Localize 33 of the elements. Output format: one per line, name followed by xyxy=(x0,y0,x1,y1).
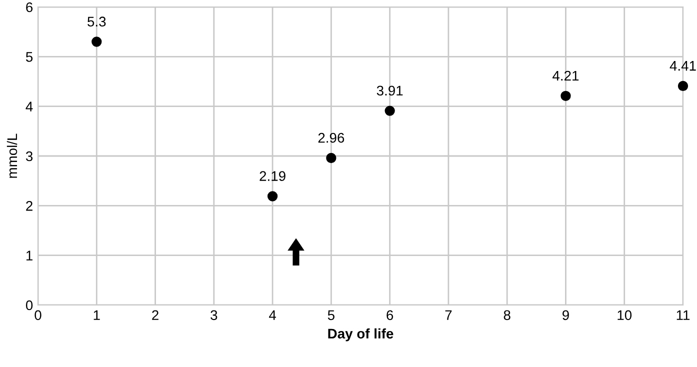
x-tick-label: 8 xyxy=(504,310,510,320)
x-tick-label: 6 xyxy=(386,310,394,320)
y-tick-label: 1 xyxy=(26,250,32,260)
x-tick-label: 0 xyxy=(34,310,42,320)
x-tick-label: 2 xyxy=(152,310,158,320)
x-tick-label: 3 xyxy=(210,310,218,320)
y-tick-label: 0 xyxy=(26,300,33,310)
y-tick-label: 5 xyxy=(26,52,33,62)
x-tick-label: 11 xyxy=(676,310,690,320)
data-label: 3.91 xyxy=(376,86,403,96)
point xyxy=(92,36,102,47)
point xyxy=(384,106,395,116)
y-tick-label: 2 xyxy=(26,201,32,211)
x-axis-title: Day of life xyxy=(328,328,394,342)
y-axis-title: mmol/L xyxy=(6,134,18,178)
y-tick-label: 6 xyxy=(26,2,33,12)
x-tick-label: 4 xyxy=(269,310,276,320)
data-label: 4.41 xyxy=(670,61,696,71)
data-label: 2.19 xyxy=(260,171,286,181)
x-tick-label: 7 xyxy=(445,310,452,320)
x-tick-label: 1 xyxy=(94,310,100,320)
point xyxy=(678,80,688,92)
point xyxy=(560,90,571,101)
x-tick-label: 5 xyxy=(328,310,334,320)
data-label: 4.21 xyxy=(552,70,579,81)
data-label: 2.96 xyxy=(318,132,344,143)
point xyxy=(326,152,336,164)
point xyxy=(267,191,278,202)
data-label: 5.3 xyxy=(88,16,106,27)
x-tick-label: 10 xyxy=(618,310,632,320)
y-tick-label: 3 xyxy=(26,151,33,162)
y-tick-label: 4 xyxy=(26,102,33,112)
x-tick-label: 9 xyxy=(562,310,569,320)
